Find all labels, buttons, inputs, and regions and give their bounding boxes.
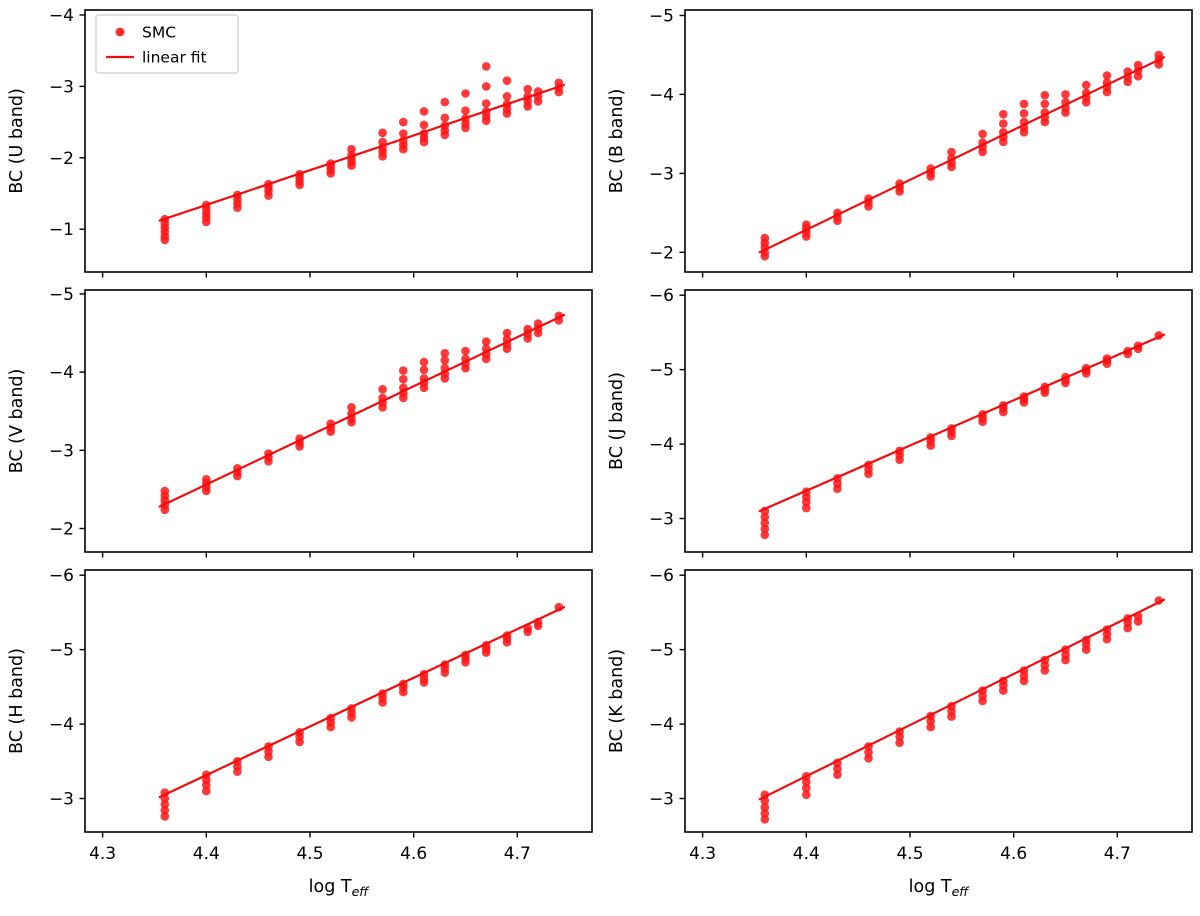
y-tick-label: −4 [49, 715, 74, 735]
y-tick-label: −3 [649, 510, 674, 530]
x-tick-label: 4.6 [1000, 844, 1027, 864]
linear-fit-line [758, 598, 1166, 801]
y-tick-label: −5 [649, 641, 674, 661]
panel-bc-h-band: −6 −5 −4 −3 4.3 4.4 4.5 4.6 4.7 BC (H band) log Te… [0, 560, 600, 912]
y-tick-label: −3 [649, 790, 674, 810]
x-axis-label: log Teff [309, 877, 371, 899]
panel-bc-b-band: −5 −4 −3 −2 BC (B band) [600, 0, 1200, 280]
legend-smc-marker-icon [115, 27, 125, 37]
panel-bc-k-band: −6 −5 −4 −3 4.3 4.4 4.5 4.6 4.7 BC (K band) log Te… [600, 560, 1200, 912]
x-tick-label: 4.7 [504, 844, 531, 864]
smc-scatter-points [160, 62, 564, 245]
linear-fit-line [758, 333, 1166, 513]
panel-bc-v-band: −5 −4 −3 −2 BC (V band) [0, 280, 600, 560]
y-tick-label: −5 [649, 7, 674, 27]
y-axis-label: BC (H band) [7, 648, 27, 754]
panel-bc-j-band: −6 −5 −4 −3 BC (J band) [600, 280, 1200, 560]
y-tick-label: −4 [649, 715, 674, 735]
y-tick-label: −4 [49, 6, 74, 26]
axes-frame [684, 9, 1193, 273]
x-tick-label: 4.3 [89, 844, 116, 864]
y-tick-label: −3 [49, 77, 74, 97]
x-tick-label: 4.4 [793, 844, 820, 864]
legend: SMC linear fit [95, 14, 239, 74]
y-axis-label: BC (U band) [7, 88, 27, 194]
smc-scatter-points [160, 311, 564, 515]
y-tick-label: −3 [649, 164, 674, 184]
y-tick-label: −5 [49, 641, 74, 661]
linear-fit-line [158, 83, 566, 222]
y-tick-label: −4 [649, 435, 674, 455]
y-tick-label: −6 [649, 566, 674, 586]
y-tick-label: −5 [49, 285, 74, 305]
x-tick-label: 4.5 [896, 844, 923, 864]
linear-fit-line [758, 56, 1166, 254]
chart-bc-v-band: −5 −4 −3 −2 BC (V band) [7, 285, 593, 558]
y-axis-label: BC (V band) [7, 369, 27, 474]
y-tick-label: −2 [49, 149, 74, 169]
y-axis-label: BC (K band) [607, 649, 627, 753]
linear-fit-line [158, 606, 566, 799]
y-tick-label: −2 [649, 243, 674, 263]
x-tick-label: 4.4 [193, 844, 220, 864]
x-tick-label: 4.5 [296, 844, 323, 864]
legend-label-linear-fit: linear fit [142, 49, 207, 67]
y-axis-label: BC (J band) [607, 372, 627, 470]
y-tick-label: −3 [49, 790, 74, 810]
y-tick-label: −6 [649, 286, 674, 306]
chart-bc-k-band: −6 −5 −4 −3 4.3 4.4 4.5 4.6 4.7 BC (K band) log Te… [607, 566, 1193, 899]
chart-bc-j-band: −6 −5 −4 −3 BC (J band) [607, 286, 1193, 558]
y-tick-label: −6 [49, 566, 74, 586]
axes-frame [84, 289, 593, 553]
chart-bc-u-band: −4 −3 −2 −1 BC (U band) SMC linear fit [7, 6, 593, 278]
chart-bc-h-band: −6 −5 −4 −3 4.3 4.4 4.5 4.6 4.7 BC (H band) log Te… [7, 566, 593, 899]
panel-bc-u-band: −4 −3 −2 −1 BC (U band) SMC linear fit [0, 0, 600, 280]
x-tick-label: 4.7 [1104, 844, 1131, 864]
y-tick-label: −2 [49, 520, 74, 540]
chart-bc-b-band: −5 −4 −3 −2 BC (B band) [607, 7, 1193, 278]
axes-frame [684, 289, 1193, 553]
axes-frame [84, 569, 593, 833]
y-axis-label: BC (B band) [607, 89, 627, 194]
linear-fit-line [158, 313, 566, 508]
x-tick-label: 4.3 [689, 844, 716, 864]
legend-box [95, 14, 239, 74]
x-axis-label: log Teff [909, 877, 971, 899]
legend-label-smc: SMC [142, 24, 176, 42]
axes-frame [84, 9, 593, 273]
y-tick-label: −1 [49, 220, 74, 240]
axes-frame [684, 569, 1193, 833]
y-tick-label: −4 [49, 363, 74, 383]
y-tick-label: −4 [649, 85, 674, 105]
x-tick-label: 4.6 [400, 844, 427, 864]
y-tick-label: −5 [649, 361, 674, 381]
smc-scatter-points [760, 596, 1164, 824]
y-tick-label: −3 [49, 441, 74, 461]
